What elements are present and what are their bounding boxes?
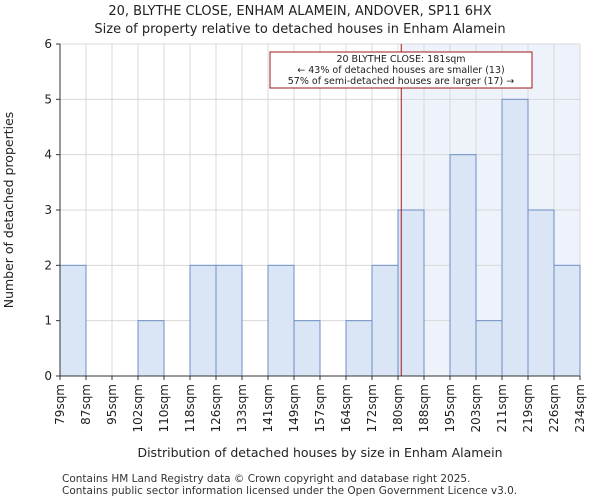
histogram-bar [553,264,581,377]
x-tick-label: 164sqm [339,384,353,432]
histogram-bar [475,320,503,377]
x-tick-label: 79sqm [53,384,67,425]
x-tick-label: 149sqm [287,384,301,432]
y-tick-label: 3 [44,203,52,217]
histogram-bar [501,98,529,377]
chart-title: 20, BLYTHE CLOSE, ENHAM ALAMEIN, ANDOVER… [108,4,492,19]
y-tick-label: 5 [44,92,52,106]
x-tick-label: 95sqm [105,384,119,425]
footer-licence: Contains public sector information licen… [62,485,518,497]
x-tick-label: 203sqm [469,384,483,432]
annotation-box [269,51,533,89]
x-tick-label: 118sqm [183,384,197,432]
x-tick-label: 141sqm [261,384,275,432]
footer-copyright: Contains HM Land Registry data © Crown c… [62,473,471,485]
x-tick-label: 157sqm [313,384,327,432]
histogram-bar [397,209,425,377]
x-tick-label: 126sqm [209,384,223,432]
y-tick-label: 6 [44,37,52,51]
histogram-bar [59,264,87,377]
x-tick-label: 234sqm [573,384,587,432]
histogram-bar [137,320,165,377]
annotation-larger: 57% of semi-detached houses are larger (… [288,76,515,87]
y-axis-title: Number of detached properties [1,112,16,309]
x-tick-label: 211sqm [495,384,509,432]
x-tick-label: 180sqm [391,384,405,432]
x-tick-label: 110sqm [157,384,171,432]
annotation-smaller: ← 43% of detached houses are smaller (13… [297,65,504,76]
annotation-title: 20 BLYTHE CLOSE: 181sqm [336,54,465,65]
y-tick-label: 2 [44,258,52,272]
x-tick-label: 195sqm [443,384,457,432]
y-tick-label: 1 [44,314,52,328]
x-tick-label: 172sqm [365,384,379,432]
x-tick-label: 219sqm [521,384,535,432]
histogram-bar [267,264,295,377]
histogram-bar [189,264,217,377]
x-tick-label: 87sqm [79,384,93,425]
x-tick-label: 226sqm [547,384,561,432]
x-tick-label: 188sqm [417,384,431,432]
x-tick-label: 102sqm [131,384,145,432]
y-tick-label: 4 [44,148,52,162]
x-tick-label: 133sqm [235,384,249,432]
chart-subtitle: Size of property relative to detached ho… [94,22,506,37]
histogram-bar [527,209,555,377]
x-axis-title: Distribution of detached houses by size … [137,445,502,460]
histogram-bar [215,264,243,377]
y-tick-label: 0 [44,369,52,383]
histogram-bar [449,154,477,377]
histogram-bar [371,264,399,377]
histogram-bar [293,320,321,377]
histogram-bar [345,320,373,377]
